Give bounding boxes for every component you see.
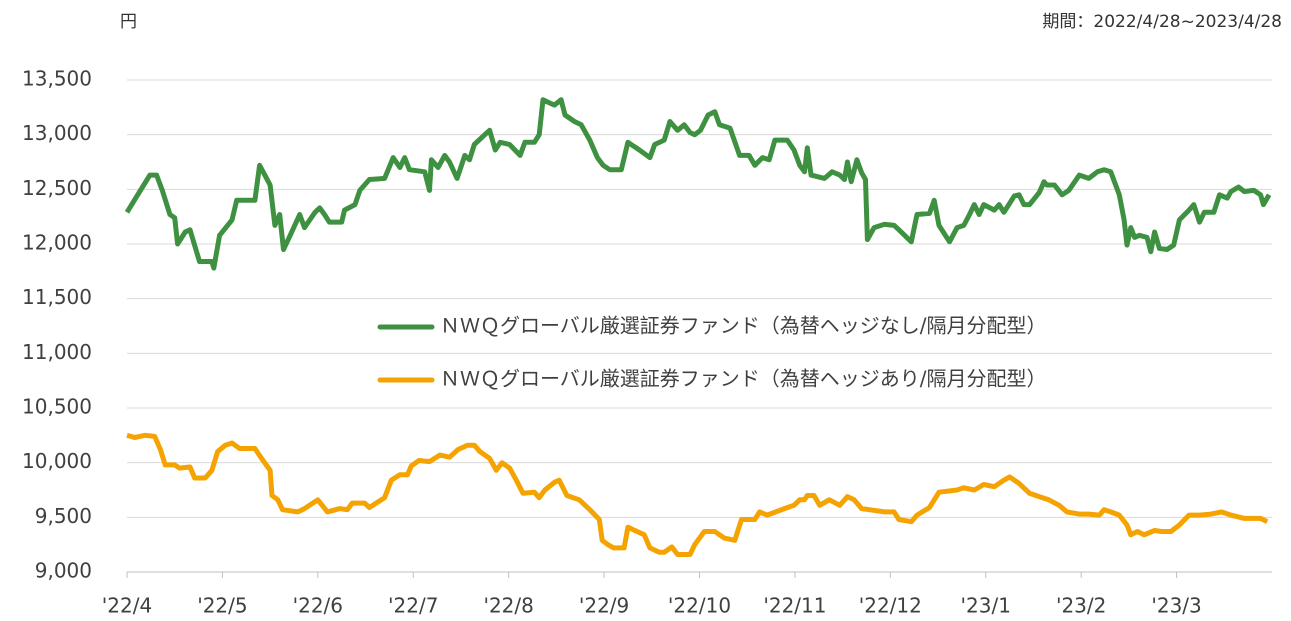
x-tick-label: '22/12 [859, 594, 922, 618]
y-tick-label: 10,000 [22, 449, 92, 473]
x-tick-label: '22/11 [763, 594, 826, 618]
y-tick-label: 9,000 [35, 559, 92, 583]
legend-label: ＮＷＱグローバル厳選証券ファンド（為替ヘッジあり/隔月分配型） [440, 367, 1047, 391]
x-tick-label: '23/2 [1056, 594, 1106, 618]
x-tick-label: '23/3 [1151, 594, 1201, 618]
x-tick-label: '23/1 [961, 594, 1011, 618]
y-tick-label: 13,000 [22, 121, 92, 145]
x-tick-label: '22/10 [668, 594, 731, 618]
x-tick-label: '22/6 [293, 594, 343, 618]
y-tick-label: 11,000 [22, 340, 92, 364]
y-tick-label: 10,500 [22, 395, 92, 419]
x-tick-label: '22/7 [388, 594, 438, 618]
y-tick-label: 11,500 [22, 285, 92, 309]
legend-label: ＮＷＱグローバル厳選証券ファンド（為替ヘッジなし/隔月分配型） [440, 314, 1047, 338]
x-tick-label: '22/5 [197, 594, 247, 618]
period-note: 期間：2022/4/28~2023/4/28 [1042, 12, 1282, 32]
y-tick-label: 12,000 [22, 231, 92, 255]
y-tick-label: 12,500 [22, 176, 92, 200]
series-line [126, 432, 1269, 557]
series-line [124, 97, 1272, 271]
x-tick-label: '22/9 [579, 594, 629, 618]
x-tick-label: '22/8 [483, 594, 533, 618]
y-tick-label: 9,500 [35, 504, 92, 528]
x-tick-label: '22/4 [102, 594, 152, 618]
y-unit-label: 円 [120, 12, 137, 32]
y-tick-label: 13,500 [22, 67, 92, 91]
